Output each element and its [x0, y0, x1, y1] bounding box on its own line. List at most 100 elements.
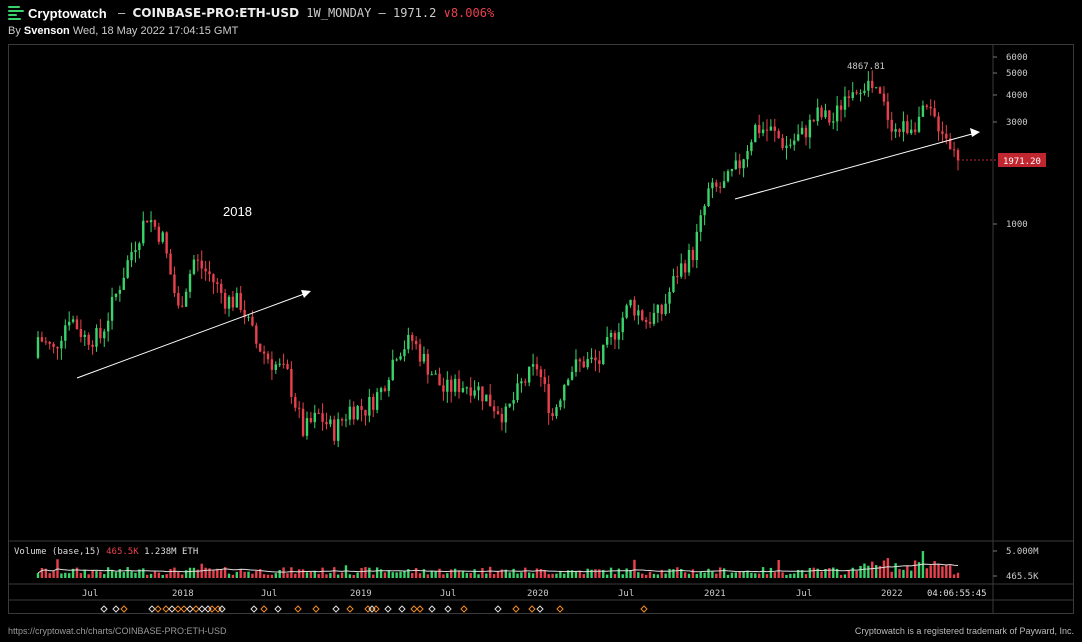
volume-bar: [477, 574, 480, 578]
volume-bar: [796, 569, 800, 578]
volume-bar: [305, 572, 309, 578]
volume-bar: [516, 573, 519, 578]
volume-bar: [578, 570, 582, 578]
volume-bar: [660, 569, 663, 578]
candle-body: [582, 361, 585, 368]
volume-bar: [625, 568, 628, 578]
candle-body: [126, 260, 129, 278]
volume-bar: [816, 568, 819, 578]
event-marker: [148, 605, 156, 613]
candle-body: [812, 119, 815, 122]
candle-body: [824, 110, 827, 118]
volume-bar: [286, 573, 289, 578]
candle-body: [290, 368, 293, 397]
volume-bar: [422, 569, 426, 578]
event-marker: [100, 605, 108, 613]
volume-bar: [426, 574, 430, 578]
volume-bar: [609, 567, 613, 578]
candle-body: [235, 293, 239, 308]
candle-body: [106, 320, 110, 332]
volume-bar: [95, 571, 98, 578]
title-separator: –: [118, 6, 126, 20]
volume-bar: [473, 569, 476, 578]
event-marker: [368, 605, 376, 613]
candle-body: [67, 321, 71, 326]
candle-body: [352, 406, 355, 420]
volume-bar: [781, 572, 784, 578]
candle-body: [145, 220, 149, 223]
volume-bar: [212, 570, 215, 578]
candle-body: [227, 296, 231, 309]
candle-body: [157, 226, 161, 242]
volume-bar: [859, 565, 862, 578]
candle-body: [309, 418, 313, 423]
volume-bar: [843, 574, 847, 578]
volume-bar: [668, 568, 671, 578]
volume-bar: [130, 571, 133, 578]
candle-body: [730, 169, 734, 172]
volume-bar: [664, 573, 667, 578]
volume-bar: [687, 573, 691, 578]
event-marker: [250, 605, 258, 613]
volume-bar: [297, 569, 301, 578]
candle-body: [871, 80, 874, 88]
volume-bar: [855, 570, 858, 578]
y-tick-5000: 5000: [1006, 69, 1028, 79]
candle-body: [524, 381, 527, 383]
volume-bar: [64, 572, 67, 578]
candle-body: [149, 220, 153, 223]
event-marker: [410, 605, 418, 613]
volume-bar: [496, 571, 500, 578]
volume-bar: [231, 574, 235, 578]
candle-body: [746, 151, 749, 160]
volume-bar: [321, 567, 324, 578]
volume-bar: [411, 572, 414, 578]
volume-bar: [613, 573, 617, 578]
volume-bar: [633, 559, 636, 578]
candle-body: [855, 92, 858, 94]
candle-body: [629, 299, 632, 306]
volume-bar: [773, 572, 776, 578]
volume-bar: [294, 573, 297, 578]
candle-body: [559, 400, 562, 408]
candle-body: [418, 344, 422, 362]
chart-frame[interactable]: [8, 44, 1074, 614]
volume-bar: [563, 573, 566, 578]
volume-moving-average: [37, 563, 959, 574]
candle-body: [200, 260, 203, 269]
candle-body: [516, 383, 519, 401]
candle-body: [446, 379, 449, 392]
candle-body: [687, 249, 691, 273]
candle-body: [726, 171, 730, 182]
candle-body: [574, 359, 578, 372]
candle-body: [364, 409, 367, 416]
candle-body: [208, 271, 211, 275]
volume-bar: [103, 573, 106, 578]
volume-bar: [531, 573, 535, 578]
volume-bar: [383, 572, 387, 578]
volume-bar: [266, 574, 270, 578]
candle-body: [793, 140, 796, 145]
volume-bar: [270, 574, 274, 578]
volume-legend-eth: 1.238M ETH: [144, 547, 199, 557]
candle-body: [461, 388, 465, 392]
event-marker: [174, 605, 182, 613]
candle-body: [442, 385, 445, 392]
candle-body: [711, 182, 714, 189]
candle-body: [173, 274, 176, 294]
volume-bar: [106, 567, 110, 578]
candle-body: [243, 309, 246, 318]
candle-body: [570, 371, 574, 380]
candle-body: [590, 357, 593, 360]
candle-body: [602, 344, 605, 365]
candle-body: [188, 273, 192, 292]
event-marker: [214, 605, 222, 613]
volume-bar: [457, 570, 461, 578]
volume-bar: [188, 567, 192, 578]
candle-body: [520, 381, 523, 384]
footer-url[interactable]: https://cryptowat.ch/charts/COINBASE-PRO…: [8, 626, 227, 636]
brand[interactable]: Cryptowatch: [8, 4, 107, 22]
event-marker: [332, 605, 340, 613]
candle-body: [372, 396, 375, 410]
